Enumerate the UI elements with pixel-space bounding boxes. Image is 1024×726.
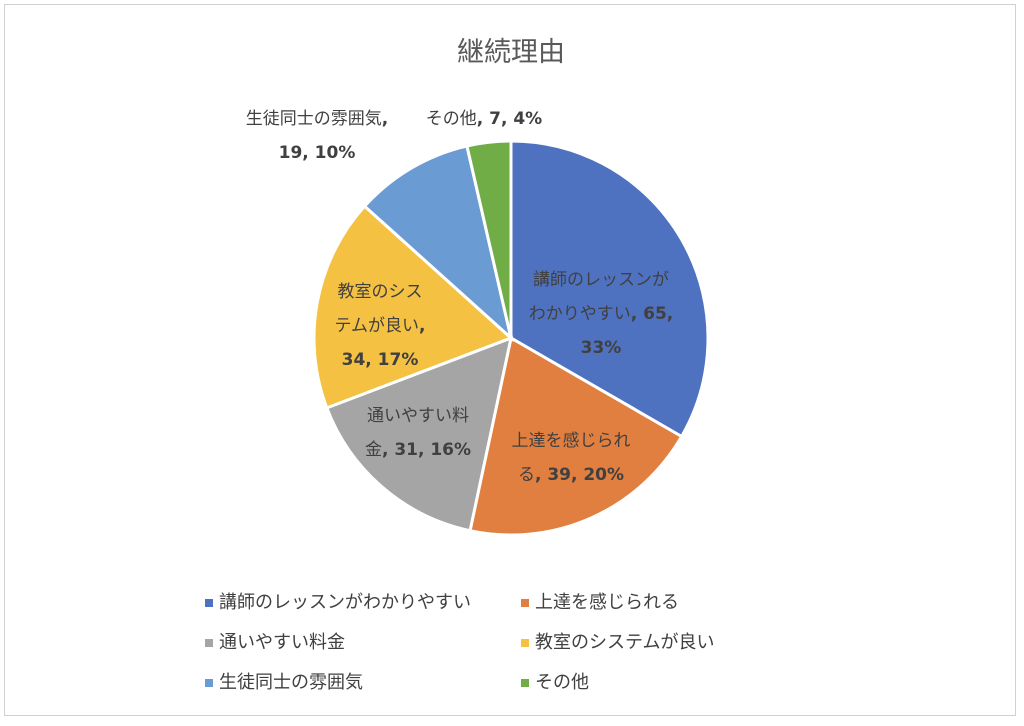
legend-label-1: 講師のレッスンがわかりやすい [219, 592, 471, 613]
legend-swatch-2 [521, 599, 529, 607]
chart-title: 継続理由 [457, 37, 565, 68]
slice-label-2: 上達を感じられる, 39, 20% [512, 431, 631, 485]
slice-label-4: 教室のシステムが良い, 34, 17% [335, 282, 426, 370]
legend-swatch-1 [205, 599, 213, 607]
slice-label-3: 通いやすい料金, 31, 16% [365, 406, 471, 460]
pie-slice-3 [324, 335, 514, 533]
pie-chart: 継続理由 講師のレッスンがわかりやすい, 65, 33% 上達を感じられる, 39,… [205, 37, 714, 693]
legend-label-3: 通いやすい料金 [219, 632, 345, 653]
slice-label-6: その他, 7, 4% [426, 109, 542, 129]
legend-label-5: 生徒同士の雰囲気 [219, 672, 363, 693]
legend-swatch-3 [205, 639, 213, 647]
pie-slices [312, 139, 710, 537]
legend-label-2: 上達を感じられる [535, 592, 679, 613]
pie-slice-2 [468, 335, 684, 537]
legend-label-4: 教室のシステムが良い [535, 632, 714, 653]
chart-frame: 継続理由 講師のレッスンがわかりやすい, 65, 33% 上達を感じられる, 39,… [4, 4, 1016, 716]
pie-slice-6 [465, 139, 513, 339]
pie-slice-4 [312, 204, 514, 410]
slice-label-5: 生徒同士の雰囲気, 19, 10% [246, 109, 388, 163]
pie-slice-5 [362, 144, 514, 343]
legend-label-6: その他 [535, 672, 589, 693]
legend-swatch-6 [521, 679, 529, 687]
slice-labels: 講師のレッスンがわかりやすい, 65, 33% 上達を感じられる, 39, 20% 通… [246, 109, 673, 485]
slice-label-1: 講師のレッスンがわかりやすい, 65, 33% [529, 270, 674, 358]
legend-swatch-4 [521, 639, 529, 647]
legend-swatch-5 [205, 679, 213, 687]
pie-slice-1 [509, 139, 710, 439]
